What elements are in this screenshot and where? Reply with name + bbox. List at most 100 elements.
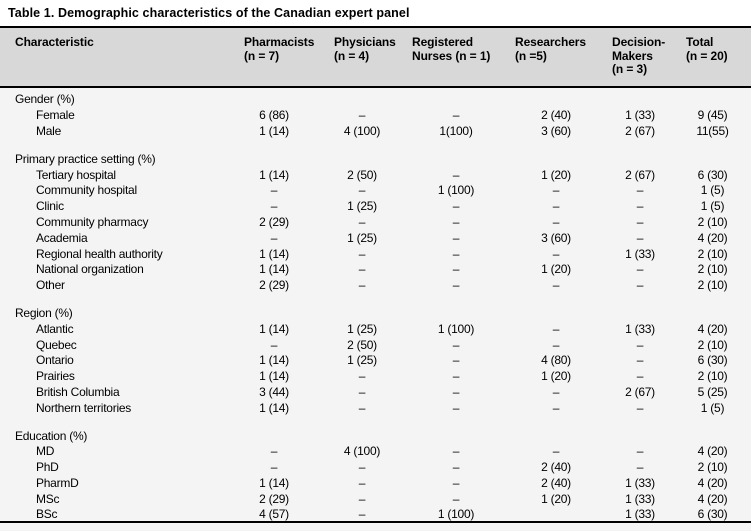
cell-value: 4 (100) xyxy=(318,123,406,139)
cell-value: – xyxy=(406,246,506,262)
cell-value: 2 (40) xyxy=(506,107,606,123)
cell-value: 2 (50) xyxy=(318,167,406,183)
cell-value: – xyxy=(230,198,318,214)
row-label: BSc xyxy=(0,507,230,523)
cell-value: – xyxy=(506,214,606,230)
cell-value: 2 (29) xyxy=(230,214,318,230)
cell-value: – xyxy=(406,352,506,368)
row-label: Tertiary hospital xyxy=(0,167,230,183)
table-row: Community hospital––1 (100)––1 (5) xyxy=(0,182,751,198)
cell-value: 5 (25) xyxy=(674,384,751,400)
cell-value: – xyxy=(230,182,318,198)
table-header: Characteristic Pharmacists (n = 7) Physi… xyxy=(0,27,751,87)
cell-value: – xyxy=(406,368,506,384)
cell-value: – xyxy=(506,321,606,337)
cell-value: 2 (67) xyxy=(606,123,674,139)
section-row: Gender (%) xyxy=(0,92,751,108)
table-row: Clinic–1 (25)–––1 (5) xyxy=(0,198,751,214)
cell-value xyxy=(506,507,606,523)
cell-value: 1 (14) xyxy=(230,475,318,491)
row-label: Regional health authority xyxy=(0,246,230,262)
table-row: Quebec–2 (50)–––2 (10) xyxy=(0,337,751,353)
cell-value: – xyxy=(230,459,318,475)
cell-value: – xyxy=(606,182,674,198)
cell-value: – xyxy=(406,167,506,183)
cell-value: 1 (14) xyxy=(230,321,318,337)
cell-value: – xyxy=(406,261,506,277)
cell-value: – xyxy=(606,261,674,277)
cell-value: – xyxy=(406,400,506,416)
row-label: Male xyxy=(0,123,230,139)
cell-value: 1 (25) xyxy=(318,198,406,214)
cell-value: 1 (33) xyxy=(606,321,674,337)
cell-value: – xyxy=(506,400,606,416)
table-title: Table 1. Demographic characteristics of … xyxy=(0,0,751,20)
cell-value: – xyxy=(406,491,506,507)
cell-value: 1 (25) xyxy=(318,230,406,246)
cell-value: 1 (100) xyxy=(406,507,506,523)
cell-value: – xyxy=(318,459,406,475)
cell-value: – xyxy=(406,107,506,123)
row-label: MD xyxy=(0,443,230,459)
row-label: Northern territories xyxy=(0,400,230,416)
row-label: Prairies xyxy=(0,368,230,384)
cell-value: 4 (100) xyxy=(318,443,406,459)
cell-value: – xyxy=(606,337,674,353)
cell-value: 1 (33) xyxy=(606,246,674,262)
cell-value: 2 (10) xyxy=(674,368,751,384)
section-row: Region (%) xyxy=(0,305,751,321)
section-label: Gender (%) xyxy=(0,92,751,108)
cell-value: 2 (40) xyxy=(506,459,606,475)
header-row: Characteristic Pharmacists (n = 7) Physi… xyxy=(0,27,751,87)
cell-value: 9 (45) xyxy=(674,107,751,123)
cell-value: 1 (33) xyxy=(606,475,674,491)
cell-value: 1 (5) xyxy=(674,400,751,416)
cell-value: – xyxy=(506,198,606,214)
cell-value: 4 (20) xyxy=(674,321,751,337)
cell-value: 11(55) xyxy=(674,123,751,139)
cell-value: 6 (86) xyxy=(230,107,318,123)
cell-value: – xyxy=(606,214,674,230)
section-spacer xyxy=(0,139,751,151)
cell-value: 1 (25) xyxy=(318,352,406,368)
cell-value: 2 (67) xyxy=(606,384,674,400)
col-header-total: Total (n = 20) xyxy=(674,27,751,87)
cell-value: – xyxy=(606,352,674,368)
cell-value: 1(100) xyxy=(406,123,506,139)
section-spacer xyxy=(0,293,751,305)
section-spacer xyxy=(0,416,751,428)
cell-value: – xyxy=(606,368,674,384)
cell-value: – xyxy=(506,182,606,198)
spacer-cell xyxy=(0,416,751,428)
cell-value: 2 (10) xyxy=(674,246,751,262)
cell-value: 2 (40) xyxy=(506,475,606,491)
section-row: Education (%) xyxy=(0,428,751,444)
cell-value: 3 (60) xyxy=(506,230,606,246)
cell-value: – xyxy=(318,246,406,262)
row-label: Community hospital xyxy=(0,182,230,198)
cell-value: 2 (10) xyxy=(674,261,751,277)
cell-value: 1 (20) xyxy=(506,368,606,384)
cell-value: – xyxy=(506,277,606,293)
cell-value: 1 (25) xyxy=(318,321,406,337)
cell-value: 4 (20) xyxy=(674,443,751,459)
spacer-cell xyxy=(0,293,751,305)
cell-value: – xyxy=(230,337,318,353)
cell-value: 2 (50) xyxy=(318,337,406,353)
cell-value: – xyxy=(606,443,674,459)
cell-value: – xyxy=(406,459,506,475)
cell-value: 1 (20) xyxy=(506,261,606,277)
cell-value: – xyxy=(606,277,674,293)
cell-value: – xyxy=(406,475,506,491)
table-row: PhD–––2 (40)–2 (10) xyxy=(0,459,751,475)
cell-value: 4 (20) xyxy=(674,475,751,491)
